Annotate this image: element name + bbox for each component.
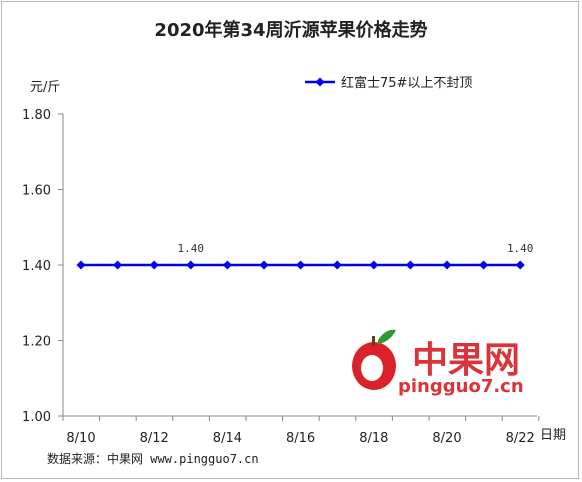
x-tick-label: 8/10 (66, 431, 95, 446)
data-point (515, 260, 525, 270)
data-point (296, 260, 306, 270)
x-axis-label: 日期 (540, 428, 567, 443)
y-tick-label: 1.00 (22, 410, 51, 425)
x-tick-label: 8/22 (506, 431, 535, 446)
brand-watermark: 中果网 pingguo7.cn (352, 329, 524, 397)
y-tick-label: 1.40 (22, 259, 51, 274)
data-point (222, 260, 232, 270)
watermark-url-text: pingguo7.cn (398, 376, 524, 397)
y-tick-label: 1.60 (22, 184, 51, 199)
data-point (76, 260, 86, 270)
x-tick-label: 8/16 (286, 431, 315, 446)
apple-logo-icon (352, 329, 396, 390)
data-point (113, 260, 123, 270)
x-tick-label: 8/14 (213, 431, 242, 446)
y-tick-label: 1.20 (22, 335, 51, 350)
source-note: 数据来源：中果网 www.pingguo7.cn (47, 452, 259, 466)
x-tick-label: 8/18 (359, 431, 388, 446)
data-point (479, 260, 489, 270)
chart-title: 2020年第34周沂源苹果价格走势 (154, 20, 428, 41)
watermark-brand-text: 中果网 (412, 340, 520, 381)
data-point (442, 260, 452, 270)
legend-label: 红富士75#以上不封顶 (341, 75, 472, 91)
y-tick-label: 1.80 (22, 108, 51, 123)
data-point (332, 260, 342, 270)
x-tick-label: 8/20 (432, 431, 461, 446)
data-label: 1.40 (178, 242, 205, 255)
data-point (259, 260, 269, 270)
data-label: 1.40 (507, 242, 534, 255)
data-point (369, 260, 379, 270)
legend-marker (315, 77, 325, 87)
data-point (405, 260, 415, 270)
data-point (186, 260, 196, 270)
y-axis-label: 元/斤 (30, 80, 61, 95)
x-tick-label: 8/12 (140, 431, 169, 446)
data-point (149, 260, 159, 270)
